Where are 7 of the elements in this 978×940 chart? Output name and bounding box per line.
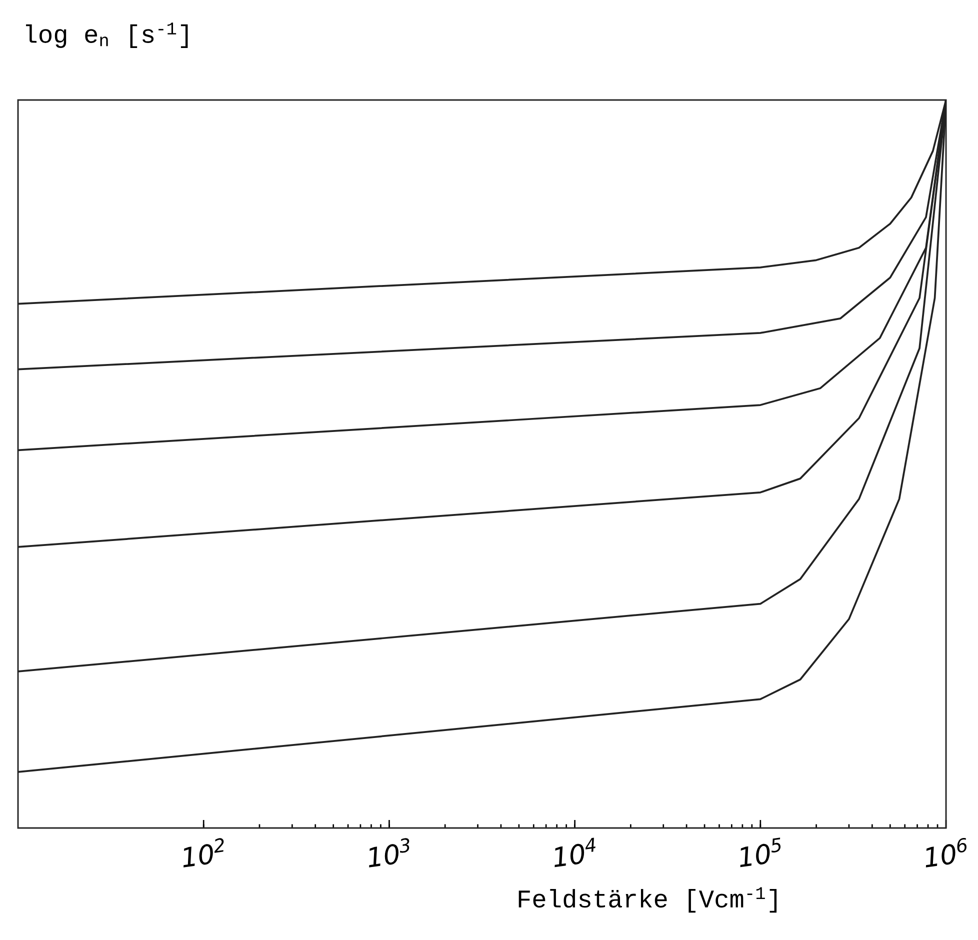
x-tick-label: 10$^{6}$ bbox=[926, 838, 966, 868]
text: log e$_{n}$ [s$^{-1}$] bbox=[26, 22, 188, 48]
x-tick-label: 10$^{4}$ bbox=[554, 838, 596, 868]
x-tick-label: 10$^{3}$ bbox=[369, 838, 410, 868]
x-tick-label: 10$^{2}$ bbox=[184, 838, 224, 868]
x-tick-label: 10$^{5}$ bbox=[740, 838, 781, 868]
x-axis-title: Feldstärke [Vcm$^{-1}$] bbox=[518, 887, 777, 913]
